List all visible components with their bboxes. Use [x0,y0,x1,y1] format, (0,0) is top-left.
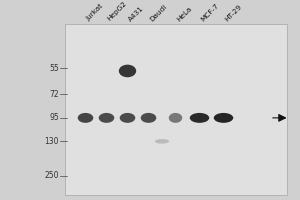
Ellipse shape [169,113,182,123]
Text: 72: 72 [50,90,59,99]
Text: A431: A431 [128,5,145,22]
Text: 250: 250 [45,171,59,180]
Ellipse shape [141,113,156,123]
Text: 95: 95 [49,113,59,122]
Text: MCF-7: MCF-7 [200,2,220,22]
Ellipse shape [99,113,114,123]
Ellipse shape [78,113,93,123]
Text: Jurkat: Jurkat [85,3,105,22]
Ellipse shape [119,65,136,77]
Text: HT-29: HT-29 [224,3,243,22]
Text: HepG2: HepG2 [106,0,128,22]
Ellipse shape [155,139,169,144]
Text: HeLa: HeLa [176,5,193,22]
Text: 130: 130 [45,137,59,146]
Bar [64,24,286,195]
Ellipse shape [120,113,135,123]
Ellipse shape [190,113,209,123]
Ellipse shape [214,113,233,123]
Text: Daudi: Daudi [148,3,168,22]
Text: 55: 55 [49,64,59,73]
